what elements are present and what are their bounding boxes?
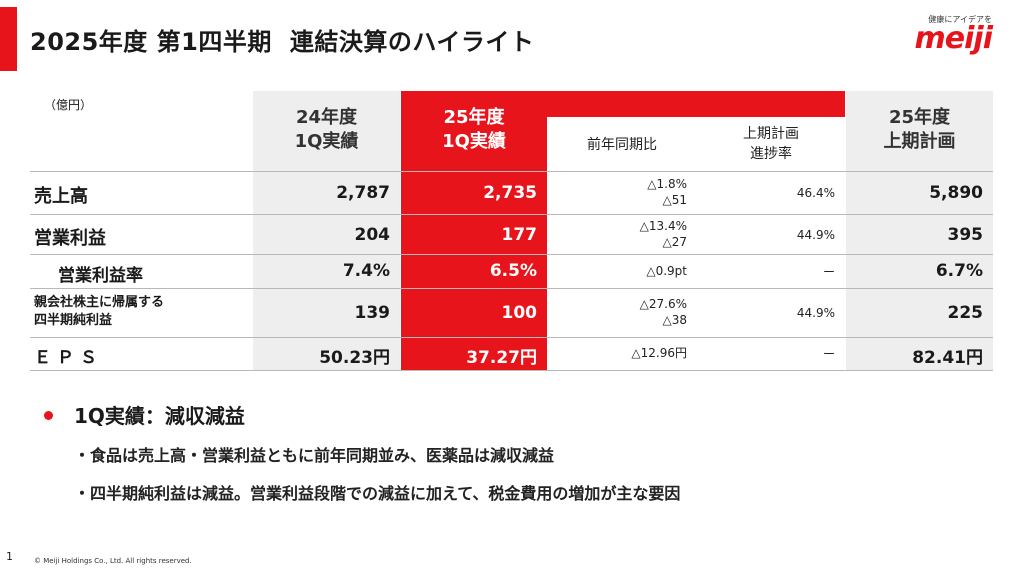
cell-progress: ー <box>822 265 835 279</box>
unit-label: （億円） <box>44 98 93 112</box>
row-divider <box>30 214 993 215</box>
col-header-fy24-line2: 1Q実績 <box>294 131 359 152</box>
row-label: 売上高 <box>34 186 88 207</box>
row-label: 営業利益率 <box>58 266 143 286</box>
cell-fy24: 50.23円 <box>319 348 390 368</box>
cell-plan: 5,890 <box>929 183 983 203</box>
cell-yoy-pct: △1.8% <box>647 177 687 191</box>
row-divider <box>30 254 993 255</box>
cell-fy25: 2,735 <box>483 183 537 203</box>
cell-fy25: 37.27円 <box>466 348 537 368</box>
title-fiscal-period: 2025年度 第1四半期 <box>30 28 272 56</box>
row-divider <box>30 288 993 289</box>
summary-point: ・四半期純利益は減益。営業利益段階での減益に加えて、税金費用の増加が主な要因 <box>74 484 681 503</box>
page-title: 2025年度 第1四半期 連結決算のハイライト <box>30 22 534 57</box>
cell-plan: 395 <box>947 225 984 245</box>
cell-yoy-pct: △0.9pt <box>646 264 687 278</box>
cell-yoy: △1.8% △51 <box>547 176 687 208</box>
col-header-plan-line1: 25年度 <box>888 107 951 128</box>
plan-column-bg <box>846 91 993 370</box>
fy24-column-bg <box>253 91 400 370</box>
col-header-plan-line2: 上期計画 <box>883 131 956 152</box>
col-header-fy25: 25年度 1Q実績 <box>401 106 547 154</box>
yoy-header-band <box>547 91 845 117</box>
row-label: 親会社株主に帰属する 四半期純利益 <box>34 294 164 330</box>
col-header-fy25-line2: 1Q実績 <box>442 131 506 152</box>
cell-fy24: 7.4% <box>342 261 390 281</box>
meiji-logo: meiji <box>914 21 993 56</box>
fy25-column-bg <box>401 91 547 370</box>
row-label: ＥＰＳ <box>34 348 103 368</box>
col-header-yoy: 前年同期比 <box>587 137 657 153</box>
row-divider <box>30 370 993 371</box>
cell-yoy-abs: △27 <box>662 235 688 249</box>
cell-plan: 6.7% <box>935 261 983 281</box>
col-header-fy25-line1: 25年度 <box>443 107 505 128</box>
summary-point: ・食品は売上高・営業利益ともに前年同期並み、医薬品は減収減益 <box>74 446 555 465</box>
cell-plan: 225 <box>947 303 984 323</box>
cell-fy25: 6.5% <box>489 261 537 281</box>
cell-fy25: 177 <box>501 225 538 245</box>
cell-fy24: 204 <box>354 225 391 245</box>
col-header-progress: 上期計画 進捗率 <box>697 124 845 164</box>
cell-progress: 44.9% <box>796 228 835 242</box>
col-header-progress-line2: 進捗率 <box>750 146 792 162</box>
cell-yoy-abs: △51 <box>662 193 688 207</box>
col-header-plan: 25年度 上期計画 <box>846 106 993 154</box>
summary-headline: 1Q実績：減収減益 <box>74 404 245 428</box>
logo-tagline: 健康にアイデアを <box>928 15 992 24</box>
cell-plan: 82.41円 <box>912 348 983 368</box>
bullet-dot-icon <box>44 411 53 420</box>
cell-yoy: △0.9pt <box>547 263 687 279</box>
row-divider <box>30 337 993 338</box>
cell-fy25: 100 <box>501 303 538 323</box>
row-label-line2: 四半期純利益 <box>34 313 113 328</box>
col-header-progress-line1: 上期計画 <box>743 126 799 142</box>
cell-yoy-pct: △27.6% <box>639 297 687 311</box>
row-label-line1: 親会社株主に帰属する <box>34 295 165 310</box>
cell-yoy-abs: △38 <box>662 313 688 327</box>
cell-fy24: 139 <box>354 303 391 323</box>
row-label: 営業利益 <box>34 228 106 249</box>
page-number: 1 <box>6 550 13 563</box>
cell-yoy-pct: △13.4% <box>639 219 687 233</box>
cell-progress: 46.4% <box>796 186 835 200</box>
cell-progress: ー <box>822 347 835 361</box>
cell-fy24: 2,787 <box>336 183 390 203</box>
col-header-fy24-line1: 24年度 <box>295 107 358 128</box>
cell-yoy-pct: △12.96円 <box>631 346 687 360</box>
col-header-fy24: 24年度 1Q実績 <box>253 106 400 154</box>
cell-progress: 44.9% <box>796 306 835 320</box>
row-divider <box>30 171 993 172</box>
cell-yoy: △12.96円 <box>547 345 687 361</box>
title-subject: 連結決算のハイライト <box>289 28 535 56</box>
cell-yoy: △13.4% △27 <box>547 218 687 250</box>
copyright: © Meiji Holdings Co., Ltd. All rights re… <box>34 557 192 565</box>
cell-yoy: △27.6% △38 <box>547 296 687 328</box>
title-accent-bar <box>0 7 17 71</box>
